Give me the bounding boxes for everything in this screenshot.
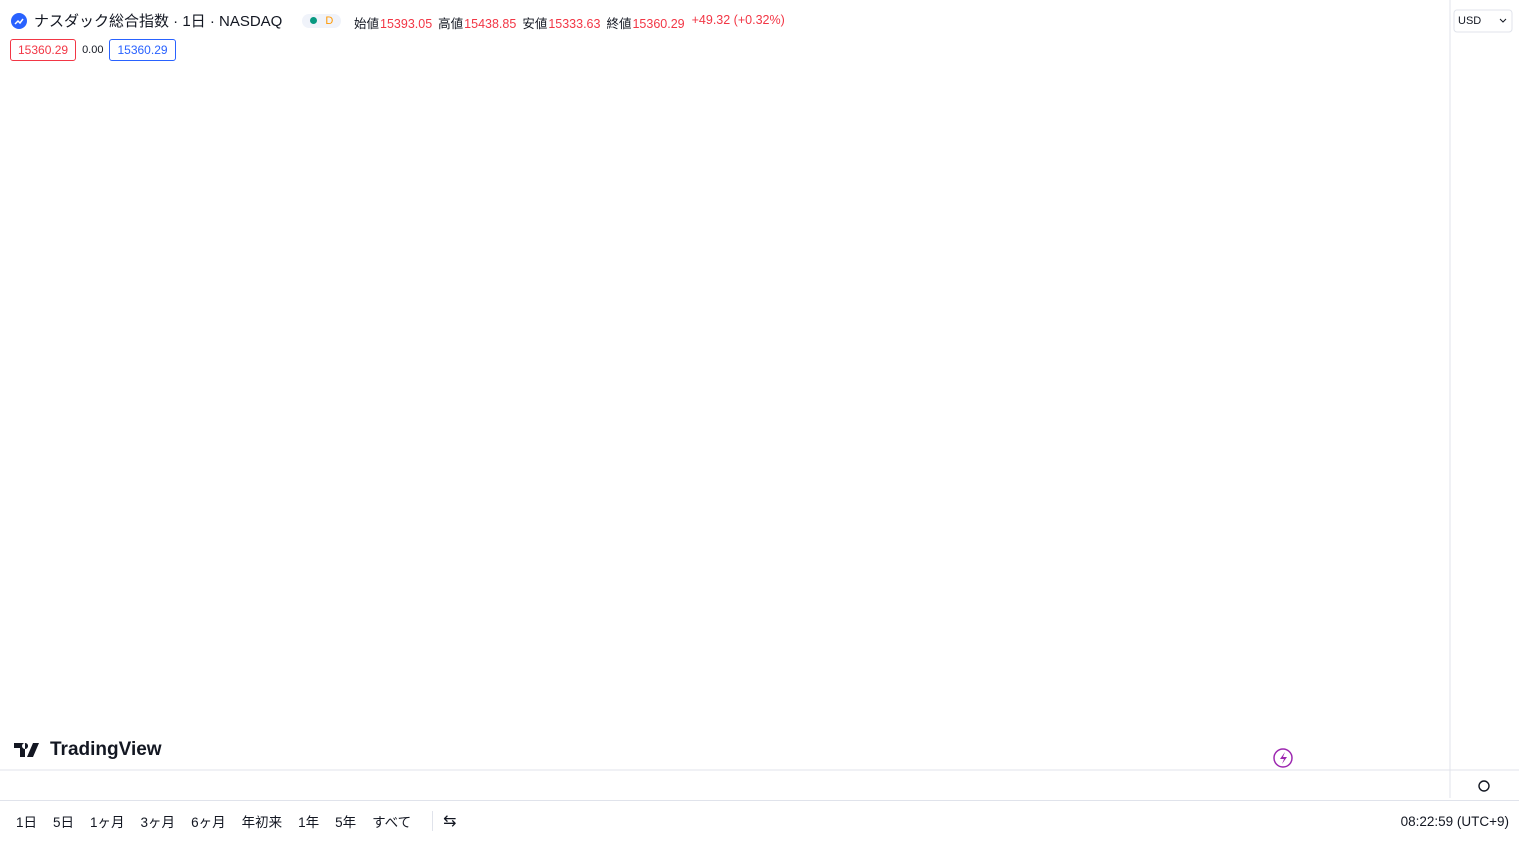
- range-button[interactable]: 3ヶ月: [140, 815, 176, 830]
- brand: TradingView: [50, 739, 162, 760]
- range-button[interactable]: 1年: [298, 815, 320, 830]
- toolbar: 1日 5日 1ヶ月 3ヶ月 6ヶ月 年初来 1年 5年 すべて ⇆ 08:22:59 (UTC+…: [0, 800, 1519, 841]
- ohlc-label: 始値: [354, 17, 380, 31]
- date-range-icon[interactable]: ⇆: [432, 811, 457, 831]
- logo-icon: [14, 743, 39, 757]
- title: ナスダック総合指数 · 1日 · NASDAQ: [34, 13, 283, 30]
- range-button[interactable]: 5年: [335, 815, 357, 830]
- ohlc-label: 安値: [522, 17, 548, 31]
- range-buttons: 1日 5日 1ヶ月 3ヶ月 6ヶ月 年初来 1年 5年 すべて: [2, 811, 418, 831]
- trade-row: 15360.29 0.00 15360.29: [10, 39, 176, 61]
- range-button[interactable]: すべて: [372, 815, 412, 830]
- settings-icon[interactable]: [1478, 780, 1490, 792]
- close-value: 15360.29: [632, 17, 685, 31]
- flash-glyph: [1280, 752, 1287, 764]
- range-button[interactable]: 5日: [53, 815, 75, 830]
- chevron: [1499, 18, 1507, 23]
- range-button[interactable]: 6ヶ月: [191, 815, 226, 830]
- range-button[interactable]: 1ヶ月: [90, 815, 125, 830]
- open-value: 15393.05: [380, 17, 433, 31]
- change: +49.32 (+0.32%): [691, 13, 785, 27]
- flash-icon[interactable]: [1273, 748, 1293, 768]
- currency: USD: [1458, 15, 1481, 27]
- range-button[interactable]: 年初来: [241, 815, 283, 830]
- interval-badge: D: [325, 14, 334, 27]
- ohlc-label: 高値: [438, 17, 464, 31]
- chart: TradingView USD: [0, 0, 1519, 800]
- symbol-icon: [11, 12, 27, 29]
- spread: 0.00: [82, 44, 104, 56]
- symbol-glyph: [14, 18, 24, 25]
- range-button[interactable]: 1日: [16, 815, 38, 830]
- legend-title: ナスダック総合指数 · 1日 · NASDAQ D: [10, 10, 342, 31]
- clock: 08:22:59 (UTC+9): [1400, 813, 1509, 829]
- low-value: 15333.63: [548, 17, 601, 31]
- background: [0, 0, 1519, 800]
- status-dot: [310, 17, 318, 24]
- ohlc-label: 終値: [606, 17, 632, 31]
- bid[interactable]: 15360.29: [10, 39, 77, 61]
- ask[interactable]: 15360.29: [109, 39, 176, 61]
- high-value: 15438.85: [464, 17, 517, 31]
- currency-button[interactable]: [1453, 9, 1513, 33]
- ohlc-legend: 始値15393.05 高値15438.85 安値15333.63 終値15360…: [354, 13, 785, 32]
- brand-logo: TradingView: [14, 739, 162, 760]
- status-pill[interactable]: D: [302, 13, 342, 28]
